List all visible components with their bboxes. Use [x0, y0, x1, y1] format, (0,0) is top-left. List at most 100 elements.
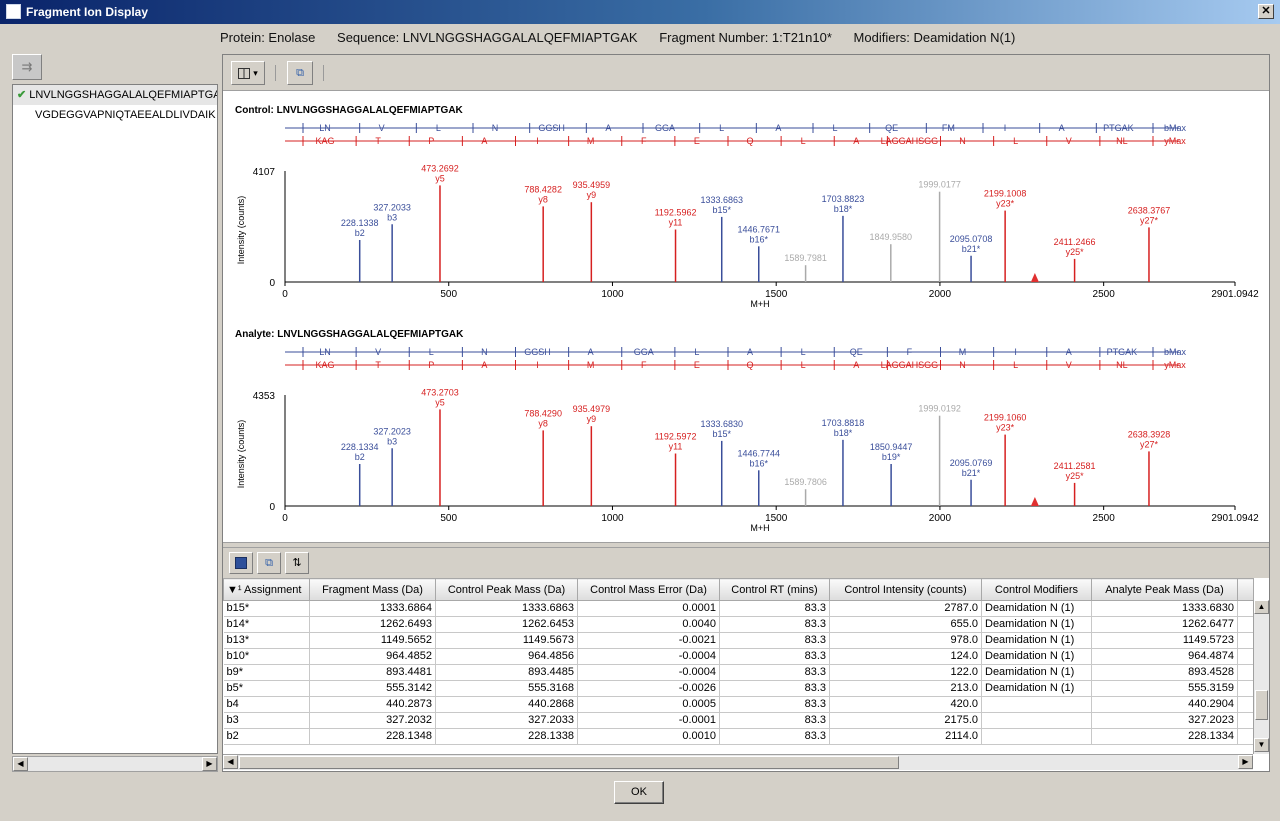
copy-table-button[interactable]: ⧉: [257, 552, 281, 574]
cell-control-mass-error: -0.0004: [577, 664, 720, 681]
column-header-assignment[interactable]: ▼¹ Assignment: [223, 578, 310, 601]
analyte-peak-ion-label: b18*: [834, 428, 853, 438]
analyte-y-ladder-label: NL: [1116, 360, 1128, 370]
analyte-peak-mz-label: 1703.8818: [822, 418, 865, 428]
cell-control-rt: 83.3: [719, 728, 830, 745]
table-row[interactable]: b2 228.1348 228.1338 0.0010 83.3 2114.0 228.13…: [223, 728, 1254, 745]
column-header-fragment-mass[interactable]: Fragment Mass (Da): [309, 578, 436, 601]
column-header-overflow: [1237, 578, 1254, 601]
cell-fragment-mass: 440.2873: [309, 696, 436, 713]
chart-options-button[interactable]: ▾: [231, 61, 265, 85]
analyte-y-ladder-label: A: [481, 360, 487, 370]
analyte-peak-mz-label: 935.4979: [573, 404, 611, 414]
column-chooser-button[interactable]: ⇅: [285, 552, 309, 574]
control-y-ladder-label: M: [587, 136, 595, 146]
list-item[interactable]: VGDEGGVAPNIQTAEEALDLIVDAIK: [13, 105, 217, 125]
list-horizontal-scrollbar[interactable]: ◀ ▶: [12, 756, 218, 772]
control-peak-ion-label: b15*: [712, 205, 731, 215]
analyte-peak-ion-label: y25*: [1066, 471, 1085, 481]
column-header-control-intensity[interactable]: Control Intensity (counts): [829, 578, 982, 601]
copy-icon: ⧉: [296, 67, 304, 79]
list-item[interactable]: ✔ LNVLNGGSHAGGALALQEFMIAPTGAK: [13, 85, 217, 105]
table-row[interactable]: b10* 964.4852 964.4856 -0.0004 83.3 124.0 Deam…: [223, 648, 1254, 665]
scroll-right-icon[interactable]: ▶: [1238, 755, 1253, 769]
analyte-b-ladder-label: V: [375, 347, 381, 357]
save-button[interactable]: [229, 552, 253, 574]
table-row[interactable]: b5* 555.3142 555.3168 -0.0026 83.3 213.0 Deami…: [223, 680, 1254, 697]
cell-analyte-peak-mass: 1333.6830: [1091, 600, 1238, 617]
analyte-y-ladder-label: V: [1066, 360, 1072, 370]
cell-analyte-peak-mass: 893.4528: [1091, 664, 1238, 681]
column-header-control-peak-mass[interactable]: Control Peak Mass (Da): [435, 578, 578, 601]
table-header-row: ▼¹ Assignment Fragment Mass (Da) Control…: [223, 578, 1254, 601]
control-b-ladder-label: A: [1059, 123, 1065, 133]
table-row[interactable]: b15* 1333.6864 1333.6863 0.0001 83.3 2787.0 De…: [223, 600, 1254, 617]
control-b-ladder-label: L: [719, 123, 724, 133]
control-peak-ion-label: b16*: [749, 234, 768, 244]
analyte-b-ladder-label: GGSH: [524, 347, 551, 357]
analyte-x-tick-label: 2000: [929, 513, 952, 524]
analyte-spectrum-title: Analyte: LNVLNGGSHAGGALALQEFMIAPTGAK: [235, 329, 464, 340]
window-titlebar: Fragment Ion Display ✕: [0, 0, 1280, 24]
cell-control-intensity: 2787.0: [829, 600, 982, 617]
sort-icon[interactable]: ⇉: [12, 54, 42, 80]
control-y-ladder-label: V: [1066, 136, 1072, 146]
analyte-y-ladder-label: KAG: [315, 360, 334, 370]
table-horizontal-scrollbar[interactable]: ◀ ▶: [223, 754, 1253, 770]
scroll-right-icon[interactable]: ▶: [202, 757, 217, 771]
scroll-thumb[interactable]: [1255, 690, 1268, 720]
analyte-b-ladder-label: M: [959, 347, 967, 357]
table-row[interactable]: b4 440.2873 440.2868 0.0005 83.3 420.0 440.290…: [223, 696, 1254, 713]
ok-button[interactable]: OK: [614, 781, 664, 804]
cell-fragment-mass: 1333.6864: [309, 600, 436, 617]
analyte-x-tick-label: 0: [282, 513, 288, 524]
analyte-peak-ion-label: b2: [355, 452, 365, 462]
analyte-peak-mz-label: 1192.5972: [655, 432, 697, 442]
control-b-ladder-label: LN: [319, 123, 331, 133]
control-peak-ion-label: y23*: [996, 199, 1015, 209]
cell-control-mass-error: 0.0005: [577, 696, 720, 713]
scroll-up-icon[interactable]: ▲: [1254, 600, 1269, 614]
copy-chart-button[interactable]: ⧉: [287, 61, 313, 85]
analyte-b-ladder-label: LN: [319, 347, 331, 357]
column-header-analyte-peak-mass[interactable]: Analyte Peak Mass (Da): [1091, 578, 1238, 601]
analyte-precursor-marker: [1030, 497, 1039, 506]
scroll-thumb[interactable]: [239, 756, 899, 769]
fragment-info-bar: Protein: Enolase Sequence: LNVLNGGSHAGGA…: [220, 30, 1033, 50]
table-row[interactable]: b3 327.2032 327.2033 -0.0001 83.3 2175.0 327.2…: [223, 712, 1254, 729]
table-row[interactable]: b14* 1262.6493 1262.6453 0.0040 83.3 655.0 Dea…: [223, 616, 1254, 633]
column-header-control-modifiers[interactable]: Control Modifiers: [981, 578, 1092, 601]
control-y-ladder-label: yMax: [1164, 136, 1186, 146]
control-b-ladder-label: A: [775, 123, 781, 133]
control-y-ladder-label: A: [481, 136, 487, 146]
analyte-x-tick-label: 1500: [765, 513, 788, 524]
cell-control-modifiers: Deamidation N (1): [981, 632, 1092, 649]
column-header-control-rt[interactable]: Control RT (mins): [719, 578, 830, 601]
scroll-left-icon[interactable]: ◀: [223, 755, 238, 769]
cell-control-mass-error: -0.0026: [577, 680, 720, 697]
analyte-ymax-label: 4353: [253, 391, 276, 402]
close-button[interactable]: ✕: [1258, 4, 1274, 19]
window-title: Fragment Ion Display: [26, 5, 149, 19]
copy-icon: ⧉: [265, 557, 273, 569]
cell-assignment: b9*: [223, 664, 310, 681]
control-b-ladder-label: FM: [942, 123, 955, 133]
panel-splitter[interactable]: [223, 542, 1269, 548]
scroll-down-icon[interactable]: ▼: [1254, 738, 1269, 752]
control-ymax-label: 4107: [253, 167, 276, 178]
control-peak-mz-label: 473.2692: [421, 163, 459, 173]
cell-control-rt: 83.3: [719, 696, 830, 713]
control-peak-ion-label: b21*: [962, 244, 981, 254]
cell-control-modifiers: Deamidation N (1): [981, 600, 1092, 617]
column-header-control-mass-error[interactable]: Control Mass Error (Da): [577, 578, 720, 601]
table-vertical-scrollbar[interactable]: ▲ ▼: [1253, 600, 1269, 754]
control-y-ladder-label: KAG: [315, 136, 334, 146]
control-precursor-marker: [1030, 273, 1039, 282]
table-row[interactable]: b9* 893.4481 893.4485 -0.0004 83.3 122.0 Deami…: [223, 664, 1254, 681]
table-row[interactable]: b13* 1149.5652 1149.5673 -0.0021 83.3 978.0 De…: [223, 632, 1254, 649]
control-peak-mz-label: 788.4282: [524, 184, 562, 194]
analyte-peak-ion-label: b15*: [712, 429, 731, 439]
cell-filler: [1237, 680, 1254, 697]
control-b-ladder-label: L: [832, 123, 837, 133]
scroll-left-icon[interactable]: ◀: [13, 757, 28, 771]
